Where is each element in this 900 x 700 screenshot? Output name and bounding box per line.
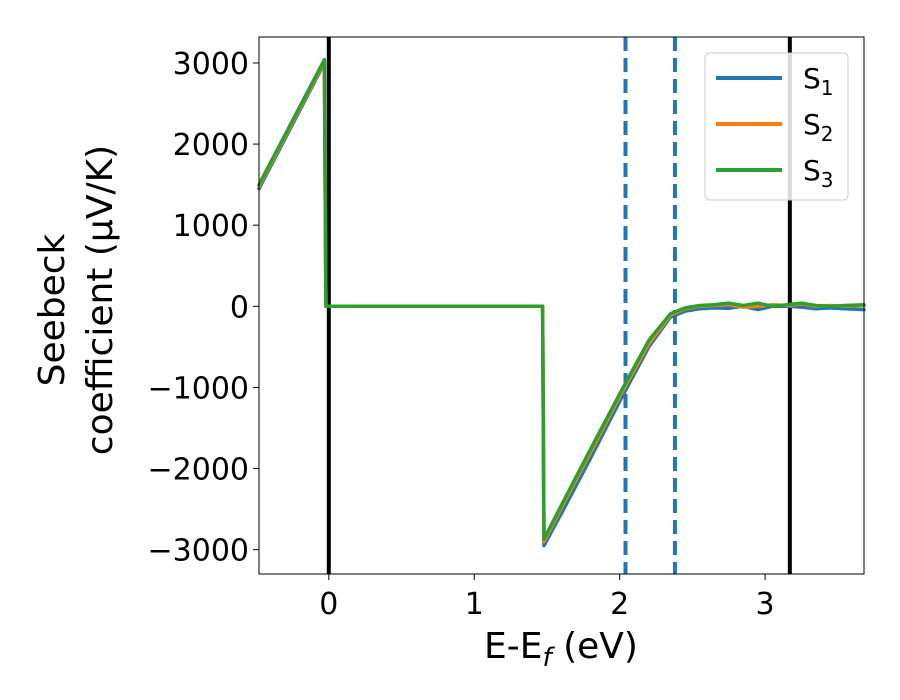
y-tick-label: 2000 bbox=[173, 128, 249, 163]
legend-label-1: S1 bbox=[803, 62, 834, 100]
y-axis-ticks: 3000 2000 1000 0 −1000 −2000 −3000 bbox=[148, 47, 259, 569]
x-axis-title-unit: (eV) bbox=[552, 626, 638, 667]
x-tick-label: 0 bbox=[319, 587, 338, 622]
legend-box bbox=[704, 52, 849, 201]
plot-frame bbox=[258, 36, 865, 575]
y-tick-label: 1000 bbox=[173, 209, 249, 244]
x-tick-label: 3 bbox=[756, 587, 775, 622]
y-tick-label: −2000 bbox=[148, 453, 249, 488]
y-tick-label: 0 bbox=[230, 290, 249, 325]
y-tick-label: 3000 bbox=[173, 47, 249, 82]
x-axis-title: E-Ef (eV) bbox=[484, 626, 638, 673]
x-tick-label: 1 bbox=[465, 587, 484, 622]
y-tick-label: −1000 bbox=[148, 371, 249, 406]
y-tick-label: −3000 bbox=[148, 534, 249, 569]
x-tick-label: 2 bbox=[610, 587, 629, 622]
legend-label-2: S2 bbox=[803, 108, 834, 146]
series-lines bbox=[257, 57, 866, 548]
legend-label-3: S3 bbox=[803, 154, 834, 192]
y-axis-title-line2: coefficient (μV/K) bbox=[80, 145, 121, 455]
x-axis-title-main: E-E bbox=[484, 626, 542, 667]
legend: S1 S2 S3 bbox=[704, 52, 849, 201]
x-axis-ticks: 0 1 2 3 bbox=[319, 574, 775, 622]
series-line-3 bbox=[257, 57, 866, 541]
y-axis-title-line1: Seebeck bbox=[32, 233, 73, 386]
